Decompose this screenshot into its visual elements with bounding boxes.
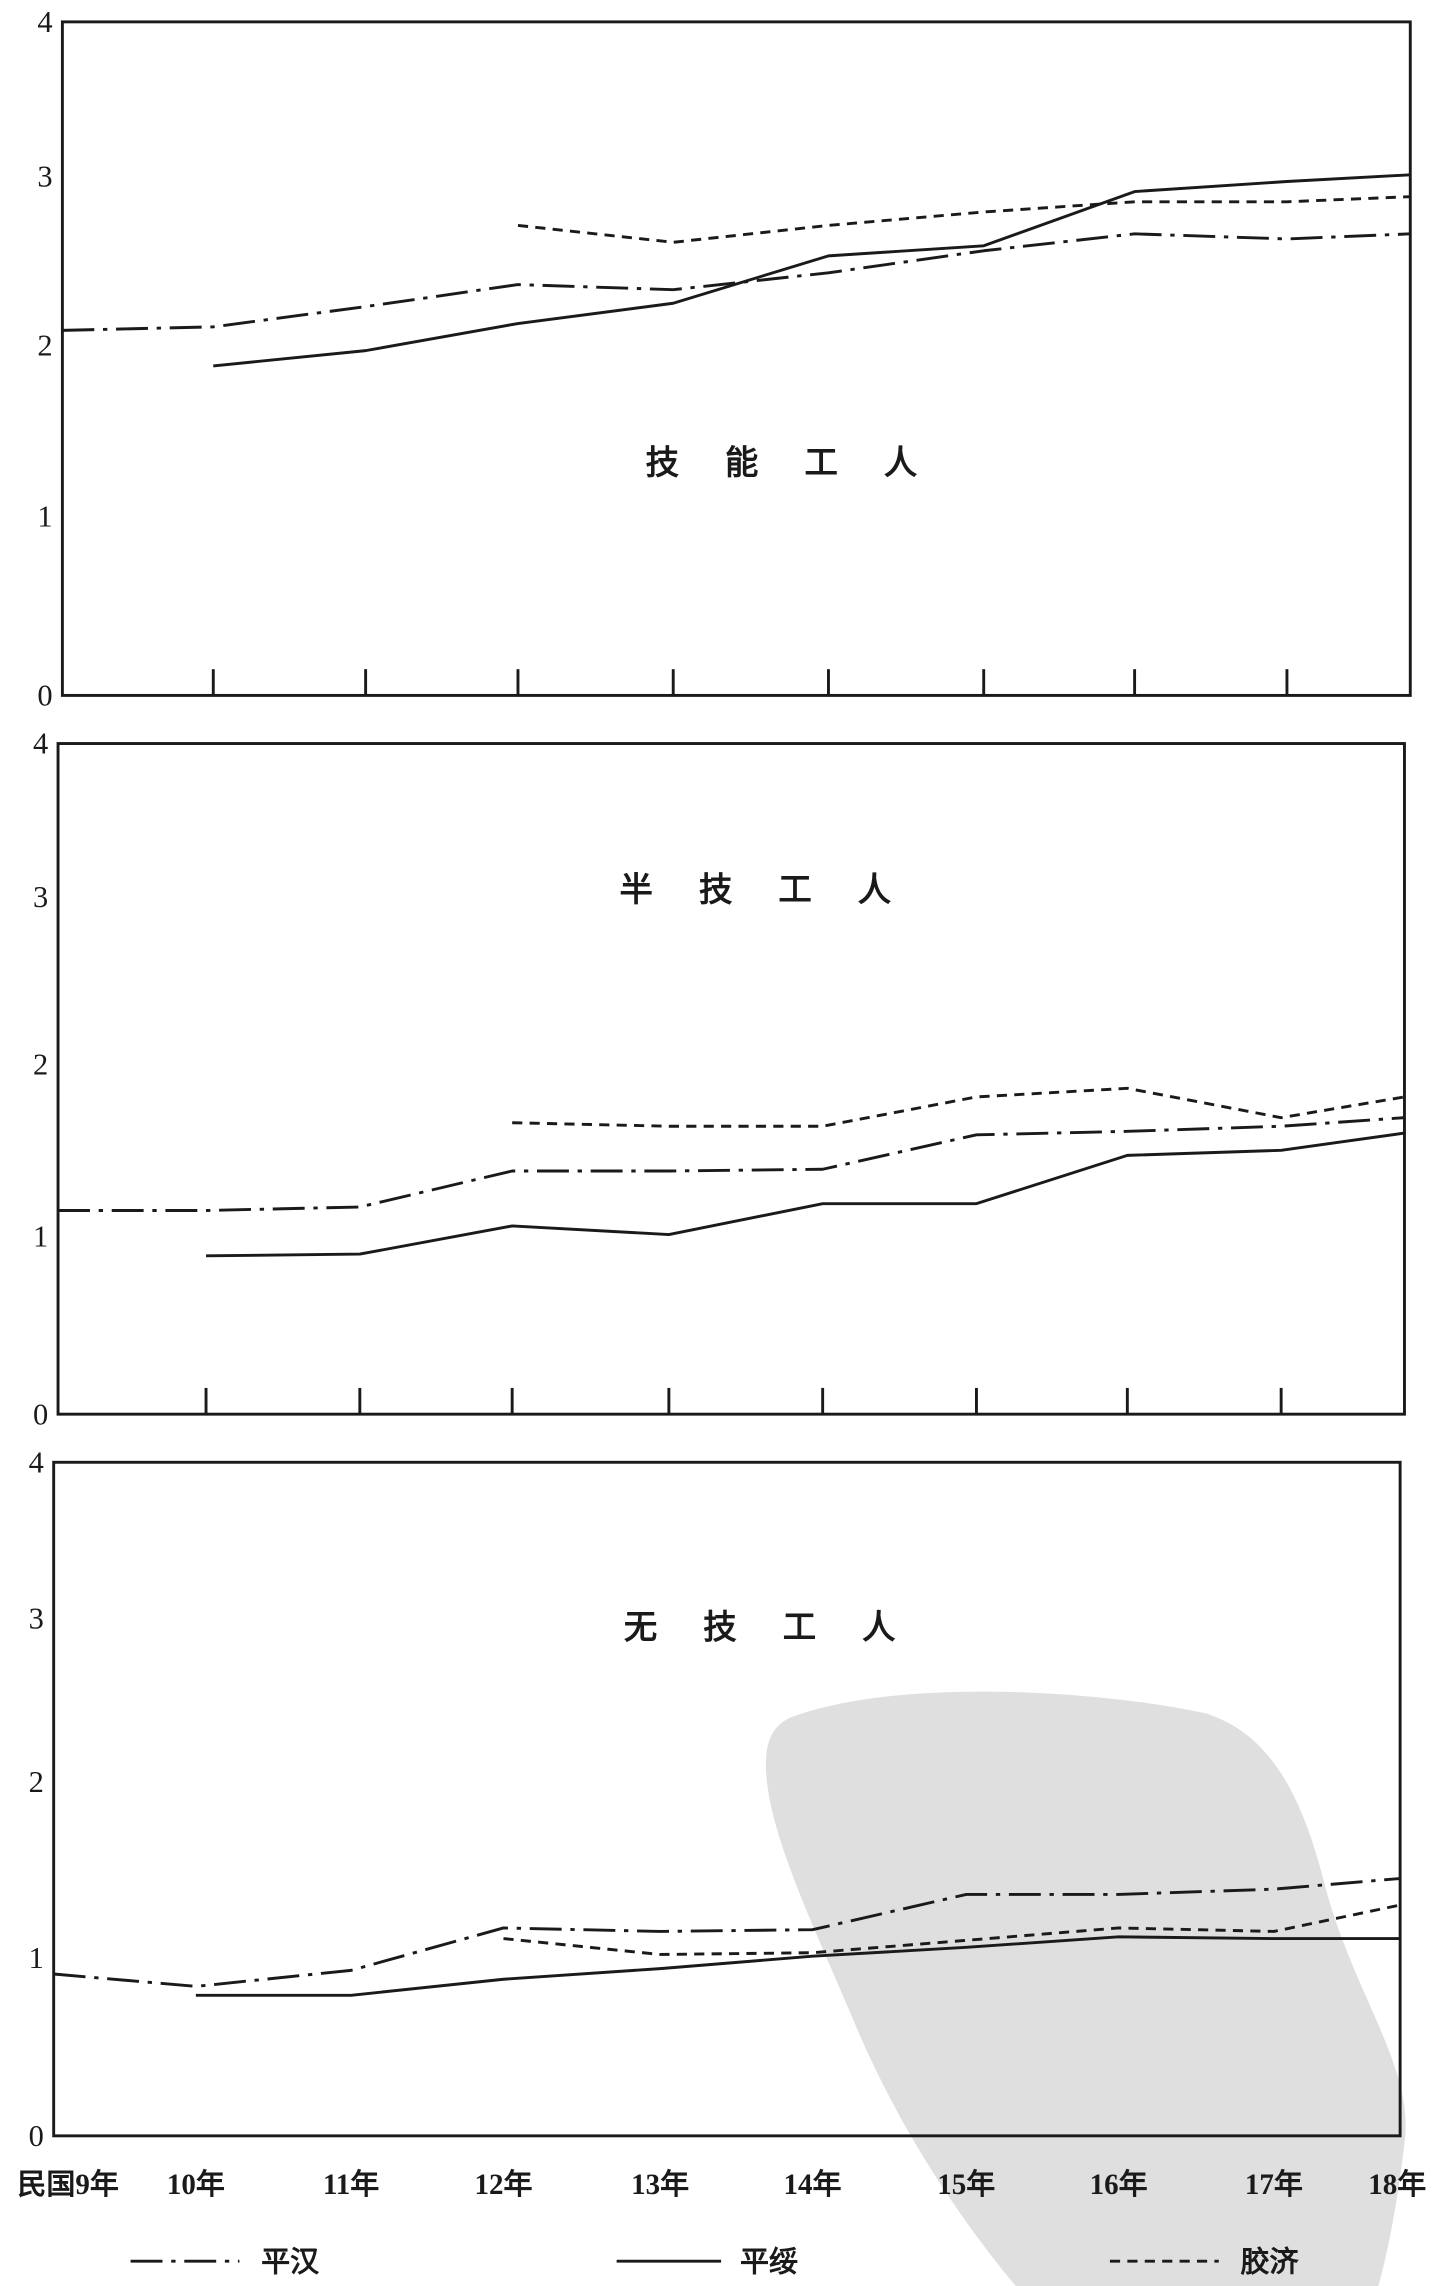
panel-2-series-3-line [512, 1086, 1405, 1128]
y-tick-label: 2 [33, 1047, 48, 1081]
y-tick-label: 1 [33, 1219, 48, 1253]
panel-2-series-2-line [206, 1131, 1405, 1258]
y-tick-label: 0 [33, 1397, 48, 1431]
panel-2-series-1-line [58, 1116, 1405, 1212]
y-tick-label: 0 [29, 2119, 44, 2153]
legend: 平汉 平绥 胶济 [130, 2244, 1300, 2278]
x-tick-label: 15年 [937, 2167, 995, 2201]
y-tick-label: 0 [37, 679, 52, 713]
chart-marks: 0 1 2 3 4 0 1 2 3 4 0 1 2 3 4 民国9年 10年 11年 12年 13年 14年 15年 16年… [17, 5, 1426, 2201]
x-tick-label: 民国9年 [17, 2167, 119, 2201]
panel-1-series-2-line [213, 173, 1411, 368]
x-tick-label: 17年 [1245, 2167, 1303, 2201]
legend-label-series-1: 平汉 [261, 2245, 320, 2278]
x-tick-label: 14年 [783, 2167, 841, 2201]
panel-title-skilled: 技 能 工 人 [646, 445, 936, 482]
y-tick-label: 3 [29, 1601, 44, 1635]
y-tick-label: 4 [33, 727, 48, 761]
x-tick-label: 18年 [1368, 2167, 1426, 2201]
x-tick-label: 13年 [631, 2167, 689, 2201]
y-tick-label: 3 [37, 160, 52, 194]
y-tick-label: 4 [37, 5, 52, 39]
y-tick-label: 2 [29, 1765, 44, 1799]
panel-title-semi-skilled: 半 技 工 人 [620, 872, 910, 909]
x-tick-label: 10年 [167, 2167, 225, 2201]
plot-frame [60, 20, 1412, 697]
legend-label-series-3: 胶济 [1241, 2244, 1300, 2278]
y-tick-label: 4 [29, 1445, 44, 1479]
y-tick-label: 3 [33, 880, 48, 914]
x-axis-labels: 民国9年 10年 11年 12年 13年 14年 15年 16年 17年 18年 [17, 2167, 1426, 2201]
plot-frame [56, 742, 1406, 1416]
x-tick-label: 12年 [474, 2167, 532, 2201]
watermark-seal [765, 1691, 1406, 2286]
chart-panel-2: 0 1 2 3 4 [33, 727, 1406, 1431]
y-tick-label: 2 [37, 329, 52, 363]
x-tick-label: 16年 [1090, 2167, 1148, 2201]
panel-3-series-3-line [503, 1903, 1401, 1956]
legend-label-series-2: 平绥 [740, 2245, 798, 2278]
x-tick-label: 11年 [323, 2167, 379, 2201]
panel-title-unskilled: 无 技 工 人 [624, 1610, 914, 1647]
plot-frame [52, 1460, 1402, 2138]
panel-1-series-3-line [517, 195, 1411, 244]
y-tick-label: 1 [37, 499, 52, 533]
panel-3-series-2-line [195, 1935, 1401, 1997]
panel-3-series-1-line [53, 1877, 1401, 1988]
chart-panel-1: 0 1 2 3 4 [37, 5, 1412, 713]
chart-panel-3: 0 1 2 3 4 [29, 1445, 1402, 2153]
panel-1-series-1-line [62, 232, 1411, 332]
y-tick-label: 1 [29, 1941, 44, 1975]
